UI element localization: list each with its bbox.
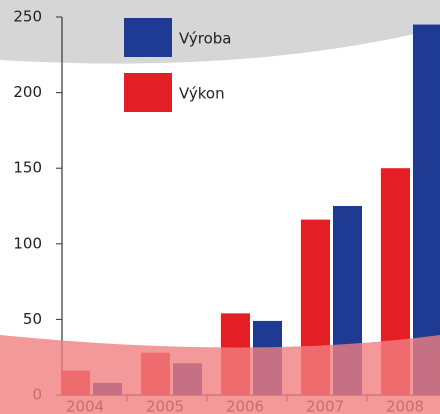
background-bottom (0, 335, 440, 414)
y-tick-label: 250 (13, 8, 42, 26)
legend-swatch (124, 73, 172, 112)
y-tick-label: 100 (13, 234, 42, 252)
chart: 05010015020025020042005200620072008 Výro… (0, 0, 440, 414)
y-tick-label: 50 (23, 310, 42, 328)
legend-swatch (124, 18, 172, 57)
legend-label: Výkon (179, 85, 225, 103)
legend-label: Výroba (179, 30, 231, 48)
y-tick-label: 150 (13, 159, 42, 177)
y-tick-label: 200 (13, 83, 42, 101)
